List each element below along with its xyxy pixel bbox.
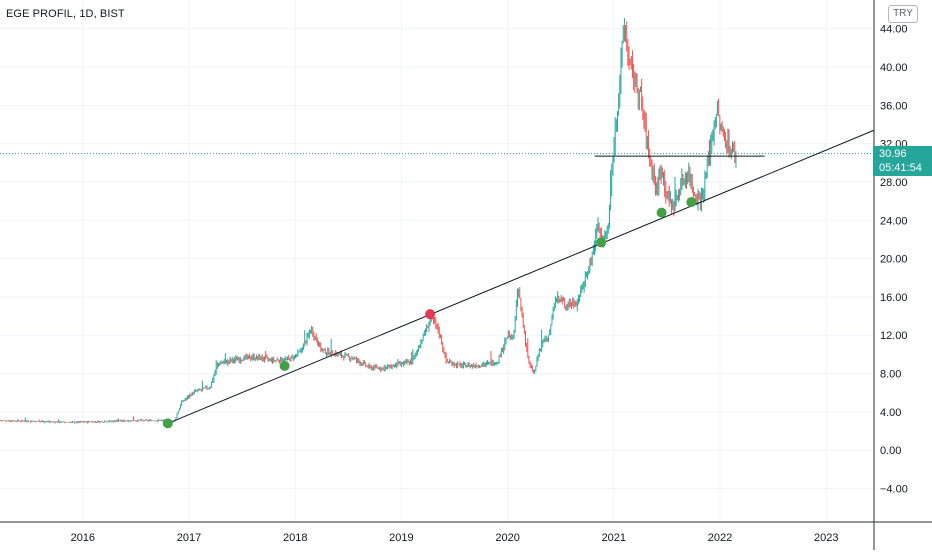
y-tick-label: 44.00	[880, 24, 908, 36]
red-marker	[425, 309, 436, 320]
y-tick-label: 12.00	[880, 330, 908, 342]
trendline	[165, 129, 875, 425]
x-tick-label: 2022	[708, 532, 732, 544]
y-tick-label: 36.00	[880, 100, 908, 112]
y-tick-label: 4.00	[880, 407, 901, 419]
x-tick-label: 2016	[71, 532, 95, 544]
x-tick-label: 2021	[602, 532, 626, 544]
x-tick-label: 2019	[389, 532, 413, 544]
green-marker	[162, 418, 173, 429]
y-tick-label: 40.00	[880, 62, 908, 74]
y-tick-label: 28.00	[880, 177, 908, 189]
y-tick-label: 0.00	[880, 445, 901, 457]
y-tick-label: 8.00	[880, 369, 901, 381]
currency-badge[interactable]: TRY	[888, 5, 918, 23]
y-tick-label: 20.00	[880, 254, 908, 266]
symbol-title: EGE PROFIL, 1D, BIST	[6, 8, 125, 20]
grid	[0, 0, 874, 522]
bar-countdown: 05:41:54	[879, 162, 922, 174]
last-price-tag: 30.96 05:41:54	[873, 146, 932, 176]
y-tick-label: 16.00	[880, 292, 908, 304]
green-marker	[279, 360, 290, 371]
y-tick-label: −4.00	[880, 483, 908, 495]
green-marker	[596, 237, 607, 248]
x-tick-label: 2020	[495, 532, 519, 544]
x-tick-label: 2017	[177, 532, 201, 544]
x-tick-label: 2018	[283, 532, 307, 544]
green-marker	[656, 207, 667, 218]
y-tick-label: 24.00	[880, 215, 908, 227]
x-tick-label: 2023	[814, 532, 838, 544]
green-marker	[686, 197, 697, 208]
drawings	[0, 129, 875, 429]
last-price-value: 30.96	[879, 148, 907, 160]
candles	[0, 17, 737, 424]
